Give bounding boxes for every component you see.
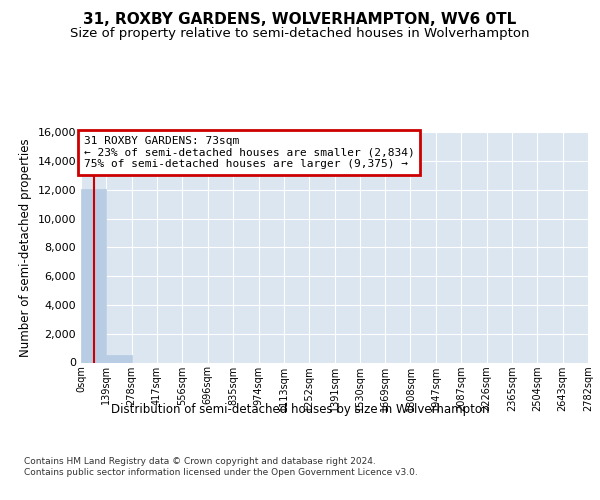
Y-axis label: Number of semi-detached properties: Number of semi-detached properties (19, 138, 32, 357)
Text: Size of property relative to semi-detached houses in Wolverhampton: Size of property relative to semi-detach… (70, 28, 530, 40)
Bar (106, 356, 131, 362)
Text: 31, ROXBY GARDENS, WOLVERHAMPTON, WV6 0TL: 31, ROXBY GARDENS, WOLVERHAMPTON, WV6 0T… (83, 12, 517, 28)
Text: Distribution of semi-detached houses by size in Wolverhampton: Distribution of semi-detached houses by … (111, 402, 489, 415)
Text: Contains HM Land Registry data © Crown copyright and database right 2024.
Contai: Contains HM Land Registry data © Crown c… (24, 458, 418, 477)
Text: 31 ROXBY GARDENS: 73sqm
← 23% of semi-detached houses are smaller (2,834)
75% of: 31 ROXBY GARDENS: 73sqm ← 23% of semi-de… (83, 136, 414, 169)
Bar (81, 190, 106, 362)
